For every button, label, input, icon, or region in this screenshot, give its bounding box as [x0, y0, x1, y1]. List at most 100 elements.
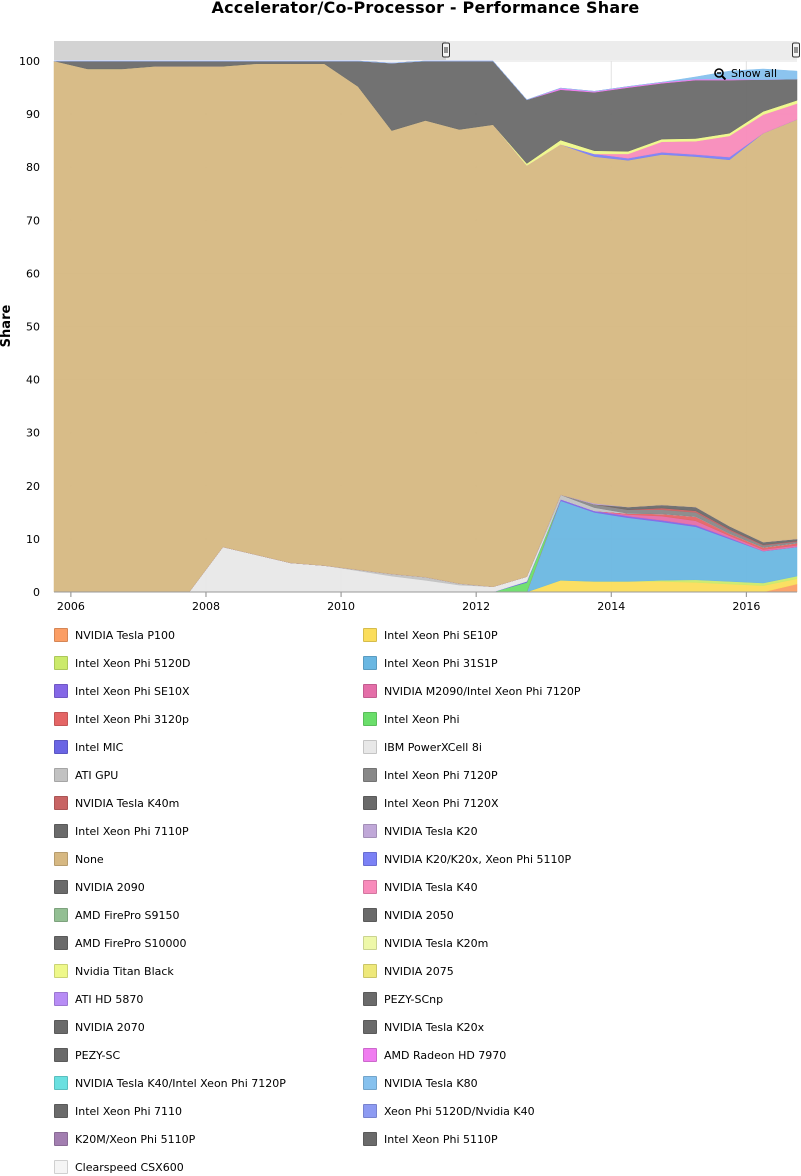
legend-item-k20m-xeon-phi-5110p[interactable]: K20M/Xeon Phi 5110P: [54, 1130, 195, 1148]
legend-swatch: [54, 1048, 68, 1062]
legend-item-nvidia-tesla-k40-intel-xeon-phi-7120p[interactable]: NVIDIA Tesla K40/Intel Xeon Phi 7120P: [54, 1074, 286, 1092]
legend-item-intel-xeon-phi-31s1p[interactable]: Intel Xeon Phi 31S1P: [363, 654, 498, 672]
legend-item-amd-firepro-s9150[interactable]: AMD FirePro S9150: [54, 906, 180, 924]
legend-item-nvidia-tesla-k20[interactable]: NVIDIA Tesla K20: [363, 822, 478, 840]
legend-swatch: [363, 936, 377, 950]
legend-item-intel-xeon-phi-7120x[interactable]: Intel Xeon Phi 7120X: [363, 794, 499, 812]
legend-item-nvidia-2050[interactable]: NVIDIA 2050: [363, 906, 454, 924]
legend-item-nvidia-2070[interactable]: NVIDIA 2070: [54, 1018, 145, 1036]
stacked-areas: [53, 60, 798, 593]
legend-item-intel-xeon-phi-5110p[interactable]: Intel Xeon Phi 5110P: [363, 1130, 498, 1148]
legend-label: Intel Xeon Phi 7110P: [75, 824, 189, 838]
legend-item-ibm-powerxcell-8i[interactable]: IBM PowerXCell 8i: [363, 738, 482, 756]
legend-swatch: [363, 1048, 377, 1062]
legend-swatch: [54, 824, 68, 838]
legend-label: Intel Xeon Phi 7110: [75, 1104, 183, 1118]
legend-label: NVIDIA 2075: [384, 964, 454, 978]
legend-swatch: [363, 712, 377, 726]
show-all-button[interactable]: Show all: [714, 67, 777, 80]
legend-swatch: [363, 1076, 377, 1090]
legend-item-clearspeed-csx600[interactable]: Clearspeed CSX600: [54, 1158, 184, 1176]
legend-item-pezy-scnp[interactable]: PEZY-SCnp: [363, 990, 443, 1008]
legend-swatch: [363, 964, 377, 978]
legend-label: NVIDIA 2090: [75, 880, 145, 894]
y-tick-label: 70: [26, 214, 40, 227]
legend-swatch: [54, 1076, 68, 1090]
legend-item-intel-xeon-phi-se10p[interactable]: Intel Xeon Phi SE10P: [363, 626, 498, 644]
legend-item-amd-radeon-hd-7970[interactable]: AMD Radeon HD 7970: [363, 1046, 506, 1064]
legend-label: Intel Xeon Phi 7120P: [384, 768, 498, 782]
legend-item-nvidia-2090[interactable]: NVIDIA 2090: [54, 878, 145, 896]
legend-swatch: [54, 656, 68, 670]
legend-label: Clearspeed CSX600: [75, 1160, 184, 1174]
legend-swatch: [54, 740, 68, 754]
legend-item-xeon-phi-5120d-nvidia-k40[interactable]: Xeon Phi 5120D/Nvidia K40: [363, 1102, 535, 1120]
legend-label: Xeon Phi 5120D/Nvidia K40: [384, 1104, 535, 1118]
legend-swatch: [363, 796, 377, 810]
legend-swatch: [54, 628, 68, 642]
legend-item-ati-gpu[interactable]: ATI GPU: [54, 766, 118, 784]
legend-item-intel-xeon-phi-7110[interactable]: Intel Xeon Phi 7110: [54, 1102, 182, 1120]
legend-label: NVIDIA K20/K20x, Xeon Phi 5110P: [384, 852, 572, 866]
legend-label: NVIDIA Tesla K20x: [384, 1020, 485, 1034]
legend-item-nvidia-2075[interactable]: NVIDIA 2075: [363, 962, 454, 980]
legend-label: IBM PowerXCell 8i: [384, 740, 482, 754]
legend-item-nvidia-k20-k20x-xeon-phi-5110p[interactable]: NVIDIA K20/K20x, Xeon Phi 5110P: [363, 850, 571, 868]
range-navigator[interactable]: [54, 41, 800, 60]
legend-label: NVIDIA Tesla K20m: [384, 936, 489, 950]
legend-item-intel-xeon-phi-se10x[interactable]: Intel Xeon Phi SE10X: [54, 682, 189, 700]
x-tick-label: 2014: [597, 600, 625, 613]
legend-item-nvidia-tesla-k40m[interactable]: NVIDIA Tesla K40m: [54, 794, 179, 812]
legend-swatch: [54, 684, 68, 698]
legend-swatch: [54, 852, 68, 866]
area-nvidia-tesla-k80[interactable]: [54, 60, 798, 101]
legend-swatch: [54, 1132, 68, 1146]
x-tick-label: 2016: [732, 600, 760, 613]
y-tick-label: 0: [33, 586, 40, 599]
legend-item-nvidia-tesla-p100[interactable]: NVIDIA Tesla P100: [54, 626, 175, 644]
legend-label: Intel Xeon Phi SE10X: [75, 684, 190, 698]
legend-item-intel-xeon-phi[interactable]: Intel Xeon Phi: [363, 710, 460, 728]
legend-item-ati-hd-5870[interactable]: ATI HD 5870: [54, 990, 143, 1008]
legend-item-nvidia-tesla-k20m[interactable]: NVIDIA Tesla K20m: [363, 934, 488, 952]
legend-swatch: [363, 628, 377, 642]
legend-item-amd-firepro-s10000[interactable]: AMD FirePro S10000: [54, 934, 187, 952]
legend-item-intel-xeon-phi-7120p[interactable]: Intel Xeon Phi 7120P: [363, 766, 498, 784]
legend-swatch: [54, 1020, 68, 1034]
legend-label: NVIDIA Tesla P100: [75, 628, 176, 642]
y-tick-label: 90: [26, 108, 40, 121]
legend-item-nvidia-tesla-k40[interactable]: NVIDIA Tesla K40: [363, 878, 478, 896]
legend-label: Intel Xeon Phi SE10P: [384, 628, 498, 642]
legend-swatch: [363, 824, 377, 838]
y-tick-label: 40: [26, 374, 40, 387]
legend-swatch: [54, 796, 68, 810]
legend-label: Intel MIC: [75, 740, 124, 754]
legend-item-intel-xeon-phi-7110p[interactable]: Intel Xeon Phi 7110P: [54, 822, 189, 840]
y-tick-label: 10: [26, 533, 40, 546]
legend-item-nvidia-m2090-intel-xeon-phi-7120p[interactable]: NVIDIA M2090/Intel Xeon Phi 7120P: [363, 682, 581, 700]
legend-label: AMD Radeon HD 7970: [384, 1048, 507, 1062]
legend-label: Intel Xeon Phi 5120D: [75, 656, 191, 670]
legend-item-intel-mic[interactable]: Intel MIC: [54, 738, 123, 756]
legend-item-none[interactable]: None: [54, 850, 104, 868]
navigator-handle-left[interactable]: [442, 42, 450, 58]
legend-swatch: [54, 936, 68, 950]
legend-item-nvidia-tesla-k20x[interactable]: NVIDIA Tesla K20x: [363, 1018, 484, 1036]
navigator-handle-right[interactable]: [792, 42, 800, 58]
legend-label: Intel Xeon Phi 3120p: [75, 712, 189, 726]
legend-swatch: [54, 908, 68, 922]
legend-item-intel-xeon-phi-3120p[interactable]: Intel Xeon Phi 3120p: [54, 710, 189, 728]
legend-label: NVIDIA Tesla K40/Intel Xeon Phi 7120P: [75, 1076, 286, 1090]
y-tick-label: 100: [19, 55, 40, 68]
legend-item-intel-xeon-phi-5120d[interactable]: Intel Xeon Phi 5120D: [54, 654, 190, 672]
legend-swatch: [363, 740, 377, 754]
legend-item-nvidia-tesla-k80[interactable]: NVIDIA Tesla K80: [363, 1074, 478, 1092]
legend-label: NVIDIA Tesla K40m: [75, 796, 180, 810]
x-tick-label: 2008: [192, 600, 220, 613]
legend-item-nvidia-titan-black[interactable]: Nvidia Titan Black: [54, 962, 174, 980]
legend-label: NVIDIA 2050: [384, 908, 454, 922]
y-axis-label: Share: [0, 305, 14, 348]
legend-label: ATI GPU: [75, 768, 119, 782]
x-tick-label: 2006: [57, 600, 85, 613]
legend-item-pezy-sc[interactable]: PEZY-SC: [54, 1046, 120, 1064]
